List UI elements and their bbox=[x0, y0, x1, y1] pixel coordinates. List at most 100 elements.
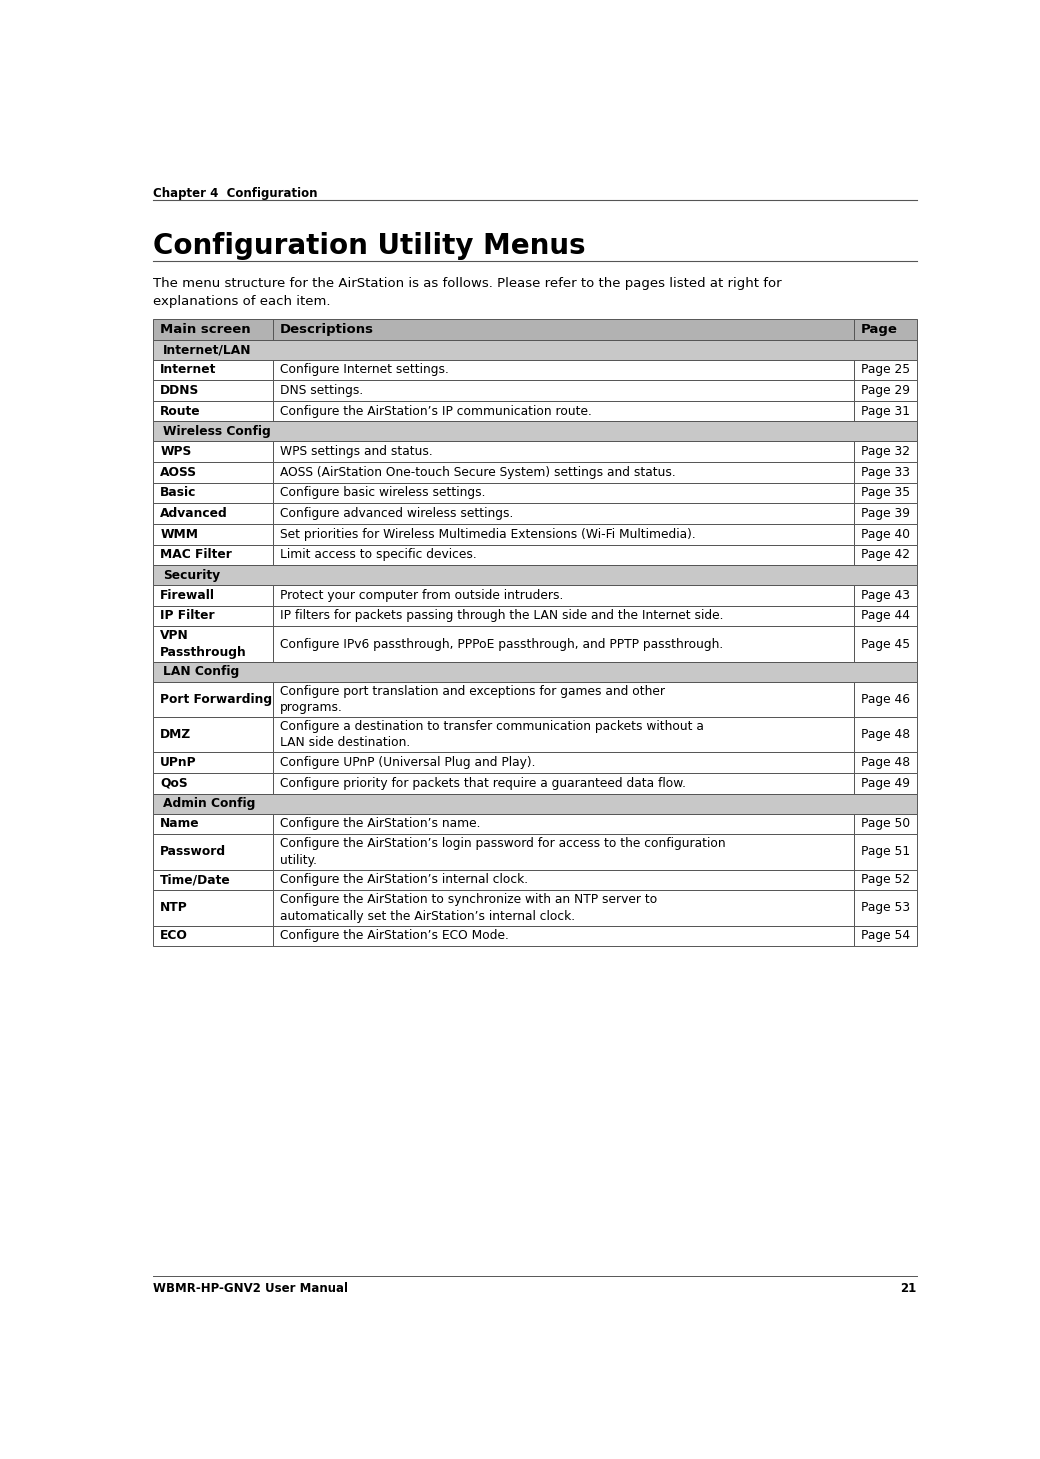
Bar bbox=[274, 544, 854, 565]
Bar bbox=[274, 359, 854, 381]
Text: Wireless Config: Wireless Config bbox=[163, 425, 271, 438]
Text: Configure port translation and exceptions for games and other
programs.: Configure port translation and exception… bbox=[280, 684, 665, 713]
Bar bbox=[854, 870, 916, 890]
Text: Configure the AirStation’s internal clock.: Configure the AirStation’s internal cloc… bbox=[280, 874, 528, 887]
Text: Configure priority for packets that require a guaranteed data flow.: Configure priority for packets that requ… bbox=[280, 776, 686, 789]
Bar bbox=[153, 605, 274, 626]
Text: Page: Page bbox=[861, 322, 898, 336]
Bar bbox=[854, 483, 916, 503]
Text: WMM: WMM bbox=[160, 528, 199, 541]
Bar bbox=[153, 794, 916, 814]
Bar bbox=[153, 835, 274, 870]
Bar bbox=[274, 381, 854, 401]
Bar bbox=[153, 422, 916, 441]
Bar bbox=[854, 320, 916, 340]
Bar bbox=[274, 320, 854, 340]
Bar bbox=[153, 753, 274, 773]
Bar bbox=[854, 585, 916, 605]
Text: MAC Filter: MAC Filter bbox=[160, 549, 232, 562]
Text: QoS: QoS bbox=[160, 776, 188, 789]
Bar bbox=[854, 605, 916, 626]
Text: Page 49: Page 49 bbox=[861, 776, 910, 789]
Text: Limit access to specific devices.: Limit access to specific devices. bbox=[280, 549, 476, 562]
Text: Page 46: Page 46 bbox=[861, 693, 910, 706]
Text: IP filters for packets passing through the LAN side and the Internet side.: IP filters for packets passing through t… bbox=[280, 610, 724, 623]
Text: WPS: WPS bbox=[160, 445, 191, 458]
Text: Configure the AirStation’s ECO Mode.: Configure the AirStation’s ECO Mode. bbox=[280, 929, 509, 943]
Text: Configure a destination to transfer communication packets without a
LAN side des: Configure a destination to transfer comm… bbox=[280, 719, 704, 750]
Bar bbox=[153, 381, 274, 401]
Bar bbox=[274, 925, 854, 947]
Bar bbox=[153, 662, 916, 681]
Text: Page 40: Page 40 bbox=[861, 528, 910, 541]
Bar bbox=[153, 340, 916, 359]
Bar bbox=[274, 503, 854, 524]
Bar bbox=[153, 503, 274, 524]
Bar bbox=[854, 401, 916, 422]
Text: Page 42: Page 42 bbox=[861, 549, 910, 562]
Bar bbox=[153, 463, 274, 483]
Text: Configuration Utility Menus: Configuration Utility Menus bbox=[153, 232, 586, 260]
Text: UPnP: UPnP bbox=[160, 756, 197, 769]
Bar bbox=[274, 773, 854, 794]
Bar bbox=[854, 890, 916, 925]
Bar bbox=[274, 626, 854, 662]
Text: Port Forwarding: Port Forwarding bbox=[160, 693, 272, 706]
Text: Set priorities for Wireless Multimedia Extensions (Wi-Fi Multimedia).: Set priorities for Wireless Multimedia E… bbox=[280, 528, 696, 541]
Bar bbox=[153, 524, 274, 544]
Bar bbox=[854, 753, 916, 773]
Text: Configure the AirStation’s name.: Configure the AirStation’s name. bbox=[280, 817, 480, 830]
Bar bbox=[854, 441, 916, 463]
Text: Time/Date: Time/Date bbox=[160, 874, 231, 887]
Text: Firewall: Firewall bbox=[160, 589, 215, 603]
Bar bbox=[153, 483, 274, 503]
Text: Protect your computer from outside intruders.: Protect your computer from outside intru… bbox=[280, 589, 564, 603]
Text: Internet: Internet bbox=[160, 363, 216, 376]
Bar bbox=[274, 605, 854, 626]
Bar bbox=[274, 483, 854, 503]
Bar bbox=[153, 773, 274, 794]
Text: Page 53: Page 53 bbox=[861, 902, 910, 915]
Bar bbox=[153, 681, 274, 716]
Bar bbox=[274, 585, 854, 605]
Text: Configure Internet settings.: Configure Internet settings. bbox=[280, 363, 449, 376]
Bar bbox=[153, 890, 274, 925]
Bar bbox=[153, 359, 274, 381]
Text: Internet/LAN: Internet/LAN bbox=[163, 343, 252, 356]
Bar bbox=[854, 814, 916, 835]
Text: Page 48: Page 48 bbox=[861, 728, 910, 741]
Bar bbox=[274, 524, 854, 544]
Text: Page 25: Page 25 bbox=[861, 363, 910, 376]
Text: DMZ: DMZ bbox=[160, 728, 191, 741]
Bar bbox=[274, 681, 854, 716]
Text: Page 45: Page 45 bbox=[861, 638, 910, 651]
Bar bbox=[854, 835, 916, 870]
Text: Page 32: Page 32 bbox=[861, 445, 910, 458]
Bar bbox=[153, 565, 916, 585]
Bar bbox=[854, 681, 916, 716]
Bar bbox=[854, 463, 916, 483]
Bar bbox=[274, 814, 854, 835]
Text: Page 50: Page 50 bbox=[861, 817, 910, 830]
Bar bbox=[854, 925, 916, 947]
Bar bbox=[153, 870, 274, 890]
Text: Admin Config: Admin Config bbox=[163, 797, 256, 810]
Text: Configure the AirStation to synchronize with an NTP server to
automatically set : Configure the AirStation to synchronize … bbox=[280, 893, 657, 922]
Text: NTP: NTP bbox=[160, 902, 188, 915]
Bar bbox=[274, 441, 854, 463]
Text: Page 31: Page 31 bbox=[861, 404, 910, 417]
Text: AOSS (AirStation One-touch Secure System) settings and status.: AOSS (AirStation One-touch Secure System… bbox=[280, 465, 676, 479]
Bar bbox=[153, 925, 274, 947]
Bar bbox=[153, 320, 274, 340]
Text: Page 44: Page 44 bbox=[861, 610, 910, 623]
Text: Security: Security bbox=[163, 569, 220, 582]
Text: Configure IPv6 passthrough, PPPoE passthrough, and PPTP passthrough.: Configure IPv6 passthrough, PPPoE passth… bbox=[280, 638, 724, 651]
Text: VPN
Passthrough: VPN Passthrough bbox=[160, 629, 246, 659]
Text: WBMR-HP-GNV2 User Manual: WBMR-HP-GNV2 User Manual bbox=[153, 1281, 348, 1294]
Bar bbox=[274, 401, 854, 422]
Text: Page 33: Page 33 bbox=[861, 465, 910, 479]
Text: ECO: ECO bbox=[160, 929, 188, 943]
Text: WPS settings and status.: WPS settings and status. bbox=[280, 445, 433, 458]
Text: Page 48: Page 48 bbox=[861, 756, 910, 769]
Bar bbox=[274, 716, 854, 753]
